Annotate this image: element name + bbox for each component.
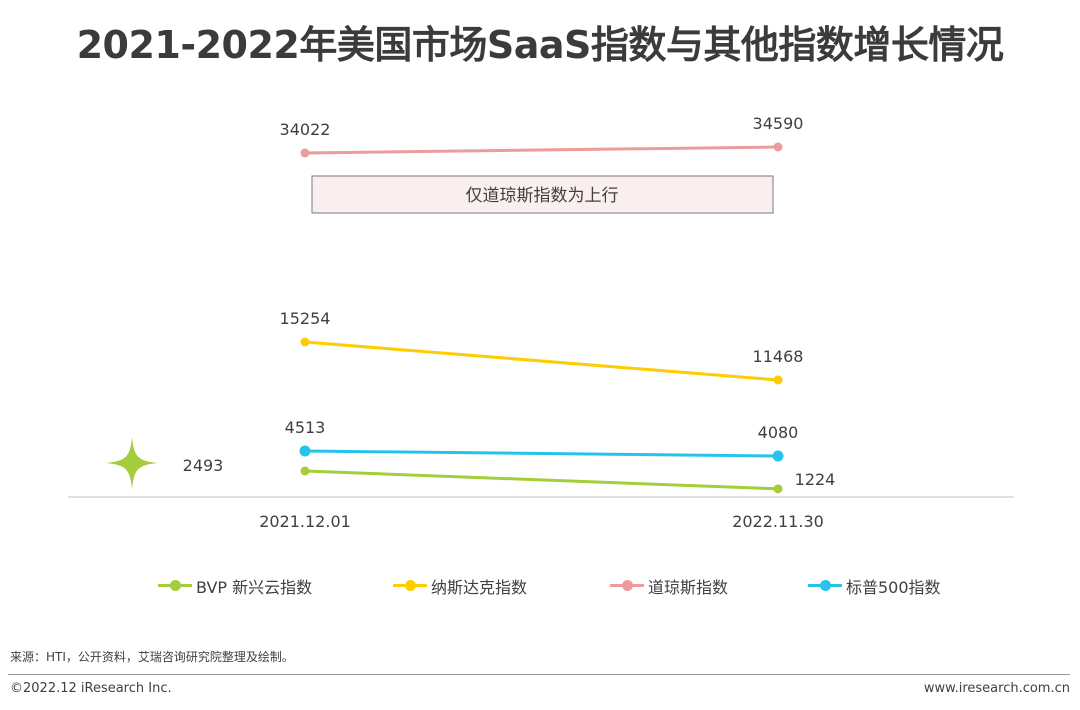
data-point[interactable]	[773, 142, 783, 152]
data-label: 4080	[758, 423, 799, 442]
series-line	[304, 469, 779, 491]
legend-label: 道琼斯指数	[648, 578, 729, 597]
x-tick-label: 2021.12.01	[259, 512, 351, 531]
data-point[interactable]	[300, 466, 310, 476]
series-line	[304, 449, 779, 458]
data-label: 34022	[280, 120, 331, 139]
data-point[interactable]	[773, 484, 783, 494]
legend-item-nasdaq[interactable]: 纳斯达克指数	[393, 574, 527, 598]
series-0: 34022 34590	[280, 114, 804, 158]
series-line	[304, 340, 779, 382]
data-label: 15254	[280, 309, 331, 328]
line-chart: 仅道琼斯指数为上行 34022 34590 15254 11468 4513 4080 24…	[68, 114, 1014, 531]
data-point[interactable]	[300, 337, 310, 347]
series-1: 15254 11468	[280, 309, 804, 385]
data-point[interactable]	[772, 450, 784, 462]
legend-item-sp500[interactable]: 标普500指数	[808, 574, 941, 598]
series-3: 2493 1224	[183, 456, 836, 494]
footer-divider	[8, 674, 1070, 675]
legend-label: 标普500指数	[846, 578, 941, 597]
legend-swatch-icon	[393, 574, 427, 598]
data-point[interactable]	[300, 148, 310, 158]
data-label: 4513	[285, 418, 326, 437]
legend-swatch-icon	[158, 574, 192, 598]
series-2: 4513 4080	[285, 418, 799, 462]
legend-label: BVP 新兴云指数	[196, 578, 313, 597]
legend-swatch-icon	[610, 574, 644, 598]
data-point[interactable]	[299, 445, 311, 457]
series-line	[304, 145, 779, 155]
x-tick-label: 2022.11.30	[732, 512, 824, 531]
legend-item-dow[interactable]: 道琼斯指数	[610, 574, 728, 598]
chart-title: 2021-2022年美国市场SaaS指数与其他指数增长情况	[76, 23, 1004, 67]
annotation-box	[311, 175, 774, 214]
legend-item-bvp[interactable]: BVP 新兴云指数	[158, 574, 312, 598]
legend: BVP 新兴云指数 纳斯达克指数 道琼斯指数 标普500指数	[0, 574, 1080, 598]
data-point[interactable]	[773, 375, 783, 385]
legend-swatch-icon	[808, 574, 842, 598]
sparkle-icon	[106, 437, 158, 489]
website-link[interactable]: www.iresearch.com.cn	[923, 681, 1070, 696]
data-label: 34590	[753, 114, 804, 133]
data-label: 2493	[183, 456, 224, 475]
data-label: 11468	[753, 347, 804, 366]
copyright: ©2022.12 iResearch Inc.	[10, 681, 172, 696]
source-note: 来源：HTI，公开资料，艾瑞咨询研究院整理及绘制。	[10, 650, 294, 664]
data-label: 1224	[795, 470, 836, 489]
legend-label: 纳斯达克指数	[431, 578, 528, 597]
annotation-text: 仅道琼斯指数为上行	[466, 186, 619, 206]
